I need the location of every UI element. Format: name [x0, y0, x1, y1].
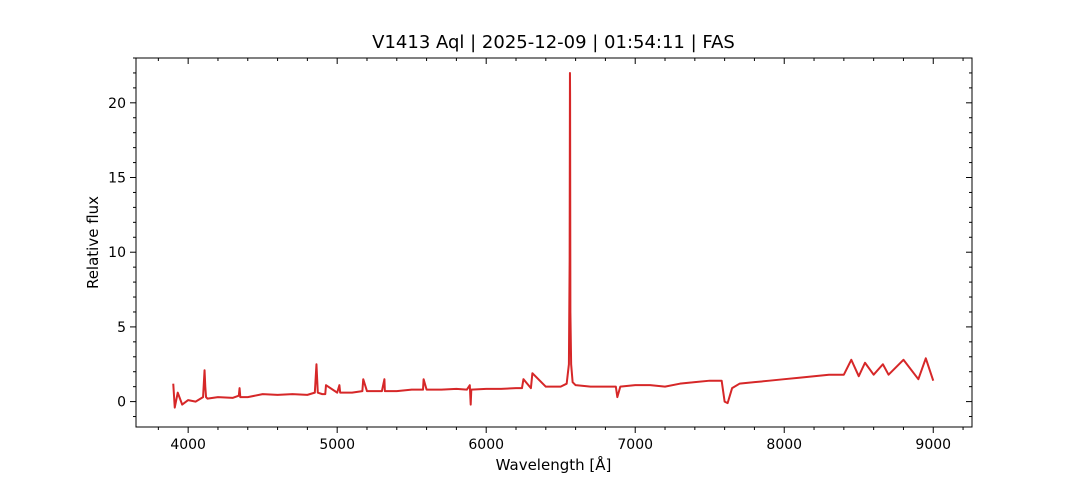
chart-title: V1413 Aql | 2025-12-09 | 01:54:11 | FAS	[372, 32, 735, 53]
x-tick-label: 5000	[319, 437, 355, 453]
x-axis: 4000 5000 6000 7000 8000 9000	[157, 58, 964, 453]
x-axis-label: Wavelength [Å]	[496, 455, 612, 474]
x-tick-label: 4000	[170, 437, 206, 453]
y-tick-label: 0	[117, 395, 126, 411]
y-tick-label: 20	[108, 96, 126, 112]
series-line-0	[172, 71, 935, 409]
x-tick-label: 7000	[617, 437, 653, 453]
x-tick-label: 9000	[915, 437, 951, 453]
y-tick-label: 15	[108, 171, 126, 187]
y-tick-label: 10	[108, 245, 126, 261]
x-tick-label: 8000	[766, 437, 802, 453]
plot-area	[172, 71, 935, 409]
x-tick-label: 6000	[468, 437, 504, 453]
y-axis-label: Relative flux	[84, 196, 102, 289]
y-axis: 0 5 10 15 20	[108, 57, 972, 418]
y-tick-label: 5	[117, 320, 126, 336]
plot-frame	[135, 57, 973, 428]
